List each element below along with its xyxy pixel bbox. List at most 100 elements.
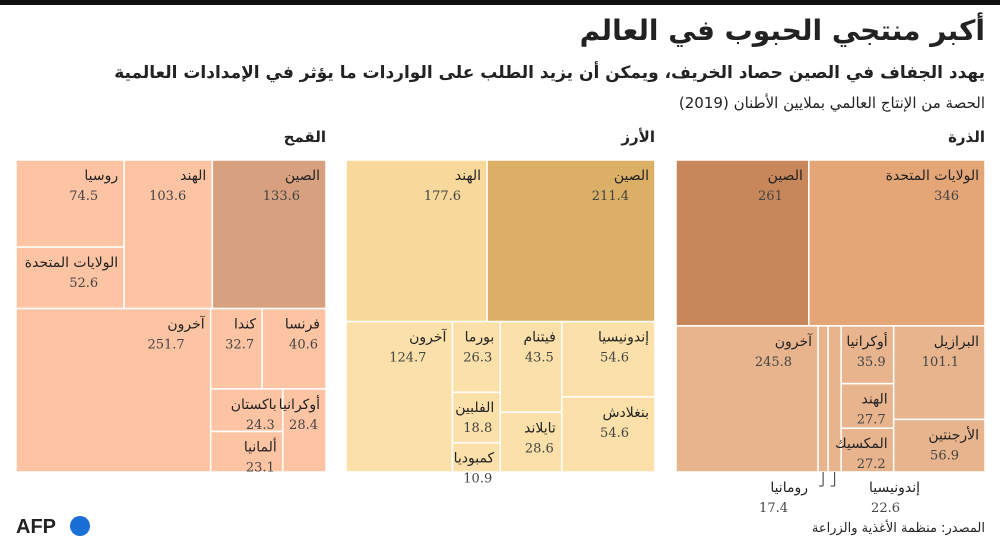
- tile: [451, 320, 501, 393]
- tile-label: آخرون: [409, 329, 447, 346]
- value-label: 124.7: [389, 351, 426, 366]
- tile: [892, 418, 986, 473]
- treemap-title: الأرز: [620, 128, 655, 146]
- tile-label: رومانيا: [770, 480, 808, 496]
- tile: [209, 388, 284, 433]
- value-label: 35.9: [857, 355, 886, 370]
- tile: [840, 427, 895, 473]
- value-label: 27.7: [857, 413, 886, 428]
- leader-line: [830, 472, 836, 487]
- tile: [840, 382, 895, 429]
- logo-dot: [70, 516, 90, 536]
- tile-label: أوكرانيا: [279, 395, 320, 413]
- value-label: 26.3: [463, 351, 492, 366]
- tile-label: آخرون: [775, 333, 813, 350]
- source: المصدر: منظمة الأغذية والزراعة: [812, 519, 985, 536]
- tile-label: الصين: [285, 168, 320, 184]
- tile-label: بورما: [465, 330, 495, 346]
- tile-label: كندا: [234, 317, 256, 333]
- treemap-title: القمح: [284, 128, 326, 146]
- tile-label: الهند: [180, 168, 206, 184]
- value-label: 23.1: [246, 461, 275, 476]
- tile: [675, 325, 819, 473]
- tile: [209, 430, 284, 473]
- tile: [451, 391, 501, 444]
- value-label: 245.8: [755, 355, 792, 370]
- tile-label: ألمانيا: [244, 438, 277, 456]
- value-label: 74.5: [69, 189, 98, 204]
- value-label: 54.6: [600, 426, 629, 441]
- tile-label: كمبوديا: [454, 451, 495, 467]
- tile: [209, 307, 263, 390]
- tile-label: إندونيسيا: [598, 330, 649, 346]
- tile-label: تايلاند: [524, 420, 556, 436]
- note: الحصة من الإنتاج العالمي بملايين الأطنان…: [679, 93, 985, 113]
- value-label: 10.9: [463, 472, 492, 487]
- value-label: 56.9: [930, 448, 959, 463]
- value-label: 17.4: [759, 501, 788, 516]
- top-bar: [0, 0, 1000, 5]
- value-label: 43.5: [525, 351, 554, 366]
- tile-label: الفلبين: [455, 400, 494, 416]
- tile-label: المكسيك: [835, 436, 888, 452]
- tile-label: الصين: [614, 168, 649, 184]
- value-label: 28.4: [289, 418, 318, 433]
- tile: [561, 396, 656, 473]
- tile-label: روسيا: [84, 168, 118, 184]
- tile: [345, 320, 454, 473]
- tile: [675, 159, 810, 327]
- tile: [15, 307, 212, 473]
- value-label: 40.6: [289, 338, 318, 353]
- value-label: 24.3: [246, 418, 275, 433]
- tile-label: بنغلادش: [602, 405, 649, 421]
- leader-line: [819, 472, 824, 487]
- tile: [261, 307, 327, 390]
- value-label: 211.4: [592, 189, 629, 204]
- tile: [451, 441, 501, 473]
- value-label: 27.2: [857, 457, 886, 472]
- tile-label: إندونيسيا: [869, 480, 920, 496]
- tile-label: الهند: [455, 168, 481, 184]
- value-label: 346: [934, 189, 959, 204]
- tile-label: الأرجنتين: [928, 425, 979, 443]
- tile-label: الولايات المتحدة: [25, 255, 118, 271]
- tile-label: أوكرانيا: [846, 332, 887, 350]
- treemap-title: الذرة: [948, 128, 985, 146]
- value-label: 28.6: [525, 441, 554, 456]
- tile-label: فرنسا: [285, 317, 320, 333]
- tile: [499, 411, 563, 473]
- tile: [486, 159, 656, 323]
- tile: [282, 388, 327, 473]
- tile-label: الهند: [861, 392, 887, 408]
- tile-label: باكستان: [231, 397, 277, 413]
- value-label: 54.6: [600, 351, 629, 366]
- value-label: 32.7: [225, 338, 254, 353]
- tile: [211, 159, 327, 310]
- tile: [15, 159, 125, 248]
- tile-label: الصين: [768, 168, 803, 184]
- value-label: 101.1: [922, 355, 959, 370]
- tile: [840, 325, 895, 385]
- tile: [808, 159, 986, 327]
- tile: [817, 325, 829, 473]
- subtitle: يهدد الجفاف في الصين حصاد الخريف، ويمكن …: [114, 61, 985, 83]
- value-label: 22.6: [871, 501, 900, 516]
- value-label: 133.6: [263, 189, 300, 204]
- value-label: 18.8: [463, 421, 492, 436]
- tile-label: فيتنام: [523, 330, 555, 346]
- tile-label: آخرون: [167, 316, 205, 333]
- value-label: 261: [758, 189, 783, 204]
- tile: [15, 246, 125, 310]
- logo: AFP: [16, 516, 56, 538]
- tile: [345, 159, 488, 323]
- tile-label: الولايات المتحدة: [886, 168, 979, 184]
- value-label: 251.7: [147, 338, 184, 353]
- value-label: 52.6: [69, 276, 98, 291]
- tile-label: البرازيل: [934, 334, 979, 350]
- title: أكبر منتجي الحبوب في العالم: [580, 12, 985, 47]
- value-label: 103.6: [149, 189, 186, 204]
- tile: [561, 320, 656, 398]
- tile: [123, 159, 214, 310]
- value-label: 177.6: [424, 189, 461, 204]
